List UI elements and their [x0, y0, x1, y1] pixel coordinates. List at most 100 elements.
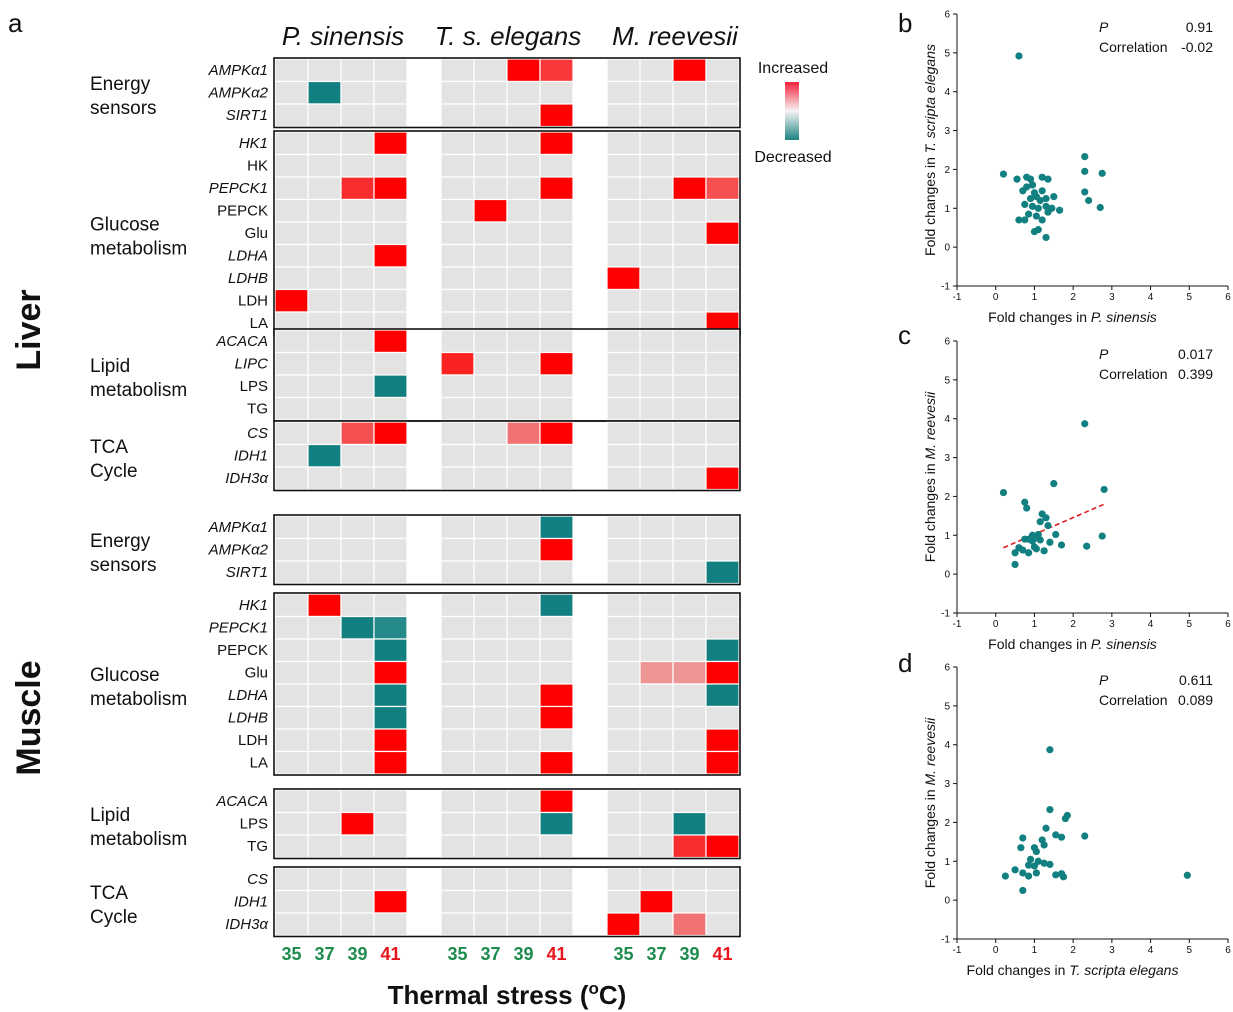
- heatmap-cell: [473, 374, 508, 399]
- heatmap-cell: [606, 153, 641, 178]
- scatter-point: [1030, 534, 1039, 542]
- heatmap-cell: [307, 421, 342, 446]
- scatter-point: [1025, 549, 1033, 557]
- gene-label: LA: [250, 315, 268, 332]
- species-gap: [573, 422, 607, 490]
- heatmap-cell: [506, 466, 541, 491]
- heatmap-cell: [539, 867, 574, 892]
- category-label-line: Cycle: [90, 907, 138, 928]
- x-tick-label: 6: [1225, 619, 1231, 630]
- category-label-line: TCA: [90, 437, 128, 458]
- heatmap-cell: [340, 705, 375, 730]
- heatmap-cell: [639, 750, 674, 775]
- heatmap-cell: [373, 537, 408, 562]
- scatter-point: [1040, 841, 1048, 849]
- correlation-value: -0.02: [1181, 39, 1213, 55]
- correlation-label: Correlation: [1099, 39, 1167, 55]
- heatmap-cell: [506, 329, 541, 354]
- species-gap: [407, 422, 441, 490]
- heatmap-cell: [440, 443, 475, 468]
- y-tick-label: 6: [944, 663, 950, 674]
- heatmap-cell: [440, 912, 475, 937]
- gene-label: IDH1: [234, 894, 268, 911]
- heatmap-cell: [274, 131, 309, 156]
- gene-label: Glu: [245, 665, 268, 682]
- heatmap-cell: [539, 396, 574, 421]
- heatmap-cell: [440, 266, 475, 291]
- correlation-value: 0.399: [1178, 366, 1213, 382]
- heatmap-cell: [705, 396, 740, 421]
- heatmap-cell: [307, 728, 342, 753]
- heatmap-cell: [373, 103, 408, 128]
- heatmap-cell: [473, 80, 508, 105]
- heatmap-cell: [506, 683, 541, 708]
- scatter-point: [1015, 216, 1023, 224]
- heatmap-cell: [606, 266, 641, 291]
- scatter-point: [1025, 861, 1033, 869]
- heatmap-cell: [440, 750, 475, 775]
- gene-label: CS: [247, 871, 268, 888]
- scatter-point: [1021, 216, 1029, 224]
- heatmap-cell: [440, 705, 475, 730]
- species-gap: [573, 516, 607, 584]
- heatmap-cell: [705, 131, 740, 156]
- y-tick-label: -1: [941, 282, 950, 293]
- scatter-point: [1044, 208, 1052, 216]
- heatmap-cell: [639, 396, 674, 421]
- heatmap-cell: [539, 811, 574, 836]
- gene-label: LIPC: [235, 356, 269, 373]
- heatmap-cell: [340, 683, 375, 708]
- heatmap-cell: [705, 728, 740, 753]
- heatmap-cell: [672, 131, 707, 156]
- heatmap-cell: [340, 243, 375, 268]
- heatmap-cell: [506, 560, 541, 585]
- gene-label: HK1: [239, 135, 268, 152]
- heatmap-cell: [373, 912, 408, 937]
- heatmap-cell: [340, 443, 375, 468]
- thermal-stress-axis-title: Thermal stress (oC): [388, 979, 627, 1010]
- tissue-label: Muscle: [10, 660, 48, 775]
- y-tick-label: 2: [944, 165, 950, 176]
- heatmap-cell: [274, 912, 309, 937]
- heatmap-cell: [606, 80, 641, 105]
- heatmap-cell: [307, 351, 342, 376]
- scatter-point: [1081, 153, 1089, 161]
- heatmap-cell: [506, 266, 541, 291]
- heatmap-cell: [473, 867, 508, 892]
- heatmap-cell: [672, 103, 707, 128]
- heatmap-cell: [539, 537, 574, 562]
- heatmap-cell: [639, 728, 674, 753]
- category-label: Glucose metabolism: [90, 665, 187, 710]
- heatmap-cell: [274, 80, 309, 105]
- heatmap-cell: [506, 153, 541, 178]
- gene-label: LDH: [238, 732, 268, 749]
- heatmap-cell: [606, 705, 641, 730]
- heatmap-block-frame: [273, 514, 741, 586]
- heatmap-cell: [606, 750, 641, 775]
- p-value: 0.611: [1179, 672, 1213, 688]
- heatmap-cell: [539, 515, 574, 540]
- heatmap-cell: [340, 329, 375, 354]
- heatmap-cell: [340, 889, 375, 914]
- heatmap-cell: [705, 266, 740, 291]
- heatmap-cell: [274, 515, 309, 540]
- heatmap-cell: [340, 867, 375, 892]
- heatmap-cell: [340, 537, 375, 562]
- heatmap-cell: [473, 615, 508, 640]
- heatmap-cell: [639, 593, 674, 618]
- scatter-point: [1040, 547, 1048, 555]
- heatmap-cell: [539, 705, 574, 730]
- heatmap-cell: [672, 593, 707, 618]
- p-label: P: [1099, 672, 1109, 688]
- gene-label: SIRT1: [226, 564, 268, 581]
- heatmap-cell: [307, 638, 342, 663]
- heatmap-block-frame: [273, 866, 741, 938]
- heatmap-cell: [672, 889, 707, 914]
- heatmap-cell: [639, 615, 674, 640]
- y-tick-label: 0: [944, 896, 950, 907]
- heatmap-cell: [274, 638, 309, 663]
- heatmap-cell: [606, 660, 641, 685]
- scatter-point: [1046, 860, 1054, 868]
- heatmap-cell: [274, 266, 309, 291]
- heatmap-cell: [340, 638, 375, 663]
